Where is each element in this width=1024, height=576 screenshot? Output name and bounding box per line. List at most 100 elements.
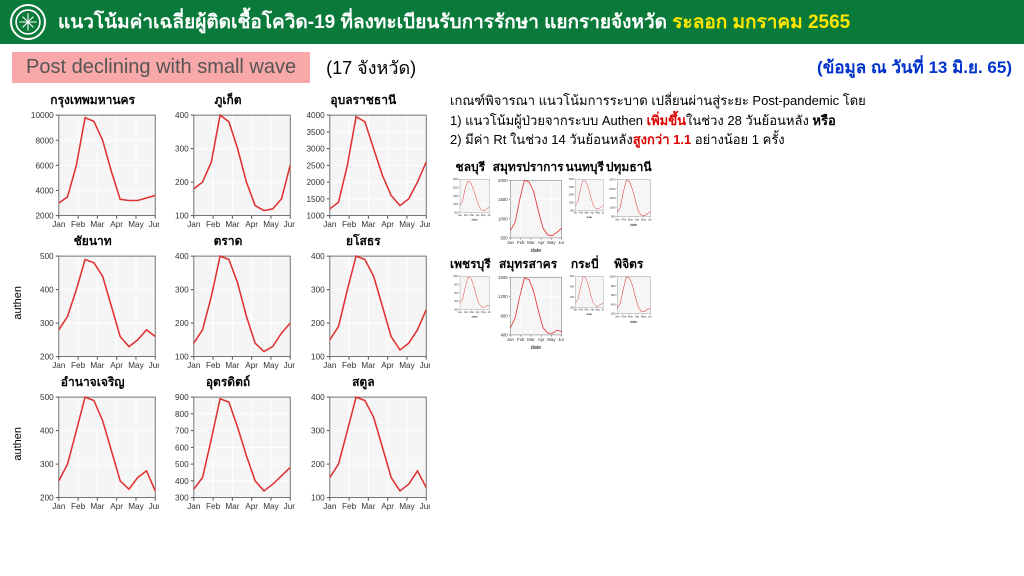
svg-text:Mar: Mar: [584, 211, 588, 214]
svg-text:Mar: Mar: [361, 502, 375, 511]
svg-text:Feb: Feb: [71, 502, 86, 511]
svg-text:Apr: Apr: [381, 361, 394, 370]
svg-text:date: date: [586, 312, 592, 316]
chart-panel: ปทุมธานี5001000150020002500JanFebMarAprM…: [606, 158, 652, 253]
svg-text:1000: 1000: [453, 275, 459, 278]
svg-text:date: date: [586, 215, 592, 219]
svg-text:Jun: Jun: [648, 217, 652, 221]
svg-text:Jun: Jun: [601, 211, 604, 214]
svg-text:Apr: Apr: [635, 217, 639, 221]
svg-text:Jun: Jun: [558, 239, 564, 244]
svg-text:600: 600: [454, 291, 459, 294]
svg-text:Feb: Feb: [342, 361, 357, 370]
svg-text:Feb: Feb: [206, 361, 221, 370]
svg-text:Mar: Mar: [361, 220, 375, 229]
data-date: (ข้อมูล ณ วันที่ 13 มิ.ย. 65): [817, 54, 1012, 81]
svg-text:800: 800: [175, 410, 189, 419]
chart-panel: ชลบุรี5001000150020002500JanFebMarAprMay…: [450, 158, 491, 253]
svg-text:Mar: Mar: [470, 311, 474, 314]
svg-text:2500: 2500: [306, 161, 325, 170]
svg-text:Feb: Feb: [342, 220, 357, 229]
svg-text:1000: 1000: [609, 275, 616, 278]
svg-text:date: date: [472, 314, 478, 318]
svg-text:500: 500: [40, 252, 54, 261]
svg-text:Apr: Apr: [110, 361, 123, 370]
svg-text:Apr: Apr: [476, 311, 480, 314]
svg-text:400: 400: [175, 252, 189, 261]
svg-text:Jan: Jan: [615, 217, 620, 221]
chart-panel: ตราด100200300400JanFebMarAprMayJun: [161, 232, 294, 373]
svg-text:Feb: Feb: [517, 239, 525, 244]
svg-text:2000: 2000: [609, 186, 616, 190]
svg-text:Feb: Feb: [578, 308, 583, 311]
svg-text:Apr: Apr: [590, 211, 594, 214]
svg-text:Apr: Apr: [476, 213, 480, 216]
svg-text:800: 800: [570, 275, 575, 278]
chart-panel: ชัยนาท200300400500JanFebMarAprMayJun: [26, 232, 159, 373]
ministry-logo: [10, 4, 46, 40]
svg-text:May: May: [264, 361, 280, 370]
svg-text:Mar: Mar: [628, 314, 633, 318]
chart-panel: นนทบุรี5001000150020002500JanFebMarAprMa…: [566, 158, 604, 253]
header-bar: แนวโน้มค่าเฉลี่ยผู้ติดเชื้อโควิด-19 ที่ล…: [0, 0, 1024, 44]
svg-text:Jun: Jun: [648, 314, 652, 318]
svg-text:Apr: Apr: [110, 502, 123, 511]
svg-text:1500: 1500: [306, 195, 325, 204]
svg-text:500: 500: [40, 393, 54, 402]
svg-text:700: 700: [175, 427, 189, 436]
svg-text:Mar: Mar: [470, 213, 474, 216]
svg-text:2000: 2000: [306, 178, 325, 187]
svg-text:400: 400: [40, 427, 54, 436]
svg-text:400: 400: [570, 296, 575, 299]
svg-text:May: May: [128, 502, 144, 511]
svg-text:Jun: Jun: [487, 213, 490, 216]
svg-text:Mar: Mar: [90, 220, 104, 229]
svg-text:May: May: [595, 308, 600, 311]
svg-text:Mar: Mar: [90, 502, 104, 511]
svg-text:Apr: Apr: [246, 502, 259, 511]
svg-text:May: May: [641, 217, 647, 221]
svg-text:1200: 1200: [498, 294, 508, 299]
svg-text:May: May: [481, 213, 486, 216]
svg-text:Apr: Apr: [537, 239, 544, 244]
svg-text:Apr: Apr: [590, 308, 594, 311]
svg-text:900: 900: [175, 393, 189, 402]
svg-text:Feb: Feb: [206, 502, 221, 511]
svg-text:date: date: [530, 345, 541, 350]
svg-text:Mar: Mar: [361, 361, 375, 370]
chart-panel: กระบี่200400600800JanFebMarAprMayJundate: [566, 255, 604, 350]
svg-text:Jan: Jan: [52, 220, 66, 229]
chart-panel: อำนาจเจริญ200300400500JanFebMarAprMayJun: [26, 373, 159, 514]
svg-text:May: May: [547, 337, 556, 342]
svg-text:Apr: Apr: [246, 220, 259, 229]
chart-panel: สมุทรสาคร40080012001600JanFebMarAprMayJu…: [493, 255, 564, 350]
svg-text:Apr: Apr: [110, 220, 123, 229]
svg-text:Mar: Mar: [584, 308, 588, 311]
svg-text:1600: 1600: [498, 275, 508, 280]
svg-text:Jan: Jan: [573, 308, 577, 311]
svg-text:800: 800: [454, 283, 459, 286]
svg-text:Feb: Feb: [464, 311, 469, 314]
svg-text:2000: 2000: [498, 178, 508, 183]
svg-text:400: 400: [454, 300, 459, 303]
svg-text:Mar: Mar: [90, 361, 104, 370]
svg-text:Jan: Jan: [323, 361, 337, 370]
svg-text:Mar: Mar: [226, 361, 240, 370]
svg-text:Feb: Feb: [621, 217, 626, 221]
right-chart-grid: ชลบุรี5001000150020002500JanFebMarAprMay…: [450, 158, 1014, 350]
svg-text:4000: 4000: [306, 111, 325, 120]
svg-text:Feb: Feb: [342, 502, 357, 511]
svg-text:Jun: Jun: [419, 502, 430, 511]
svg-text:Jun: Jun: [601, 308, 604, 311]
svg-text:300: 300: [40, 319, 54, 328]
svg-text:May: May: [481, 311, 486, 314]
category-tag: Post declining with small wave: [12, 52, 310, 83]
criteria-text: เกณฑ์พิจารณา แนวโน้มการระบาด เปลี่ยนผ่าน…: [450, 91, 1014, 150]
svg-text:May: May: [595, 211, 600, 214]
svg-text:300: 300: [311, 286, 325, 295]
svg-text:Jan: Jan: [188, 502, 202, 511]
subheader: Post declining with small wave (17 จังหว…: [0, 44, 1024, 91]
svg-text:Jun: Jun: [487, 311, 490, 314]
chart-panel: อุบลราชธานี1000150020002500300035004000J…: [297, 91, 430, 232]
svg-text:1000: 1000: [453, 203, 459, 206]
